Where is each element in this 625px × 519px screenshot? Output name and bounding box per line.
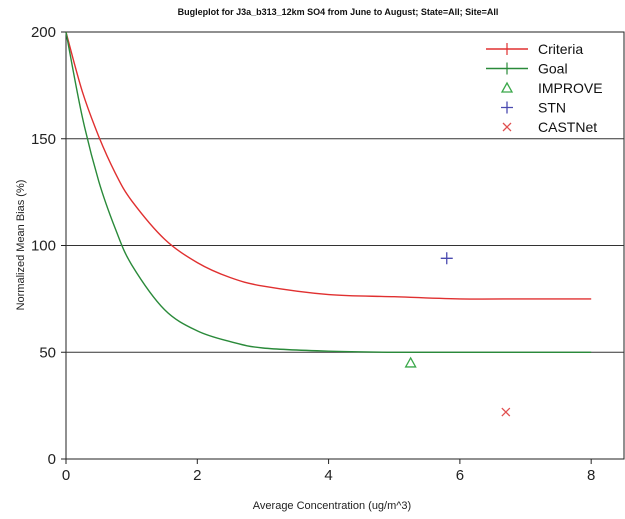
criteria-curve	[65, 31, 592, 300]
legend-castnet-marker	[502, 122, 512, 132]
y-tick-label: 0	[48, 451, 56, 468]
x-axis-label: Average Concentration (ug/m^3)	[253, 500, 411, 512]
y-tick-label: 100	[31, 238, 56, 255]
y-tick-label: 200	[31, 24, 56, 41]
x-tick-label: 2	[193, 467, 201, 484]
improve-point	[404, 356, 417, 368]
goal-curve	[65, 31, 592, 354]
legend-criteria-label: Criteria	[538, 41, 583, 57]
x-tick-label: 6	[456, 467, 464, 484]
y-axis-label: Normalized Mean Bias (%)	[15, 180, 27, 311]
y-tick-label: 50	[39, 344, 56, 361]
legend-castnet-label: CASTNet	[538, 119, 597, 135]
x-tick-label: 4	[324, 467, 332, 484]
castnet-point	[501, 407, 511, 417]
x-tick-label: 0	[62, 467, 70, 484]
legend-stn-marker	[501, 101, 513, 114]
chart-title: Bugleplot for J3a_b313_12km SO4 from Jun…	[178, 7, 499, 17]
stn-point	[440, 252, 453, 265]
legend-goal-label: Goal	[538, 61, 568, 77]
legend-stn-label: STN	[538, 100, 566, 116]
x-tick-label: 8	[587, 467, 595, 484]
legend-improve-marker	[500, 81, 514, 93]
y-tick-label: 150	[31, 131, 56, 148]
legend-improve-label: IMPROVE	[538, 80, 603, 96]
